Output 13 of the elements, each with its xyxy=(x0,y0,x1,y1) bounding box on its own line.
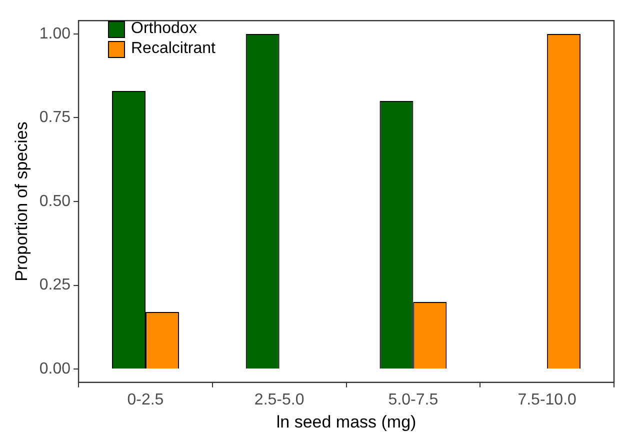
legend-label: Orthodox xyxy=(131,20,197,38)
legend-label: Recalcitrant xyxy=(131,40,216,58)
y-tick-label: 0.75 xyxy=(39,109,71,126)
x-axis-title: ln seed mass (mg) xyxy=(276,412,416,432)
x-tick-label: 2.5-5.0 xyxy=(254,391,304,408)
y-tick-label: 0.25 xyxy=(39,276,71,294)
y-tick-label: 0.50 xyxy=(39,192,71,210)
y-axis-title: Proportion of species xyxy=(12,122,31,282)
x-tick-label: 5.0-7.5 xyxy=(388,391,438,408)
y-tick-label: 0.00 xyxy=(39,360,71,378)
y-tick-label: 1.00 xyxy=(39,25,71,42)
x-tick-label: 7.5-10.0 xyxy=(518,391,577,408)
x-tick-label: 0-2.5 xyxy=(127,391,164,408)
